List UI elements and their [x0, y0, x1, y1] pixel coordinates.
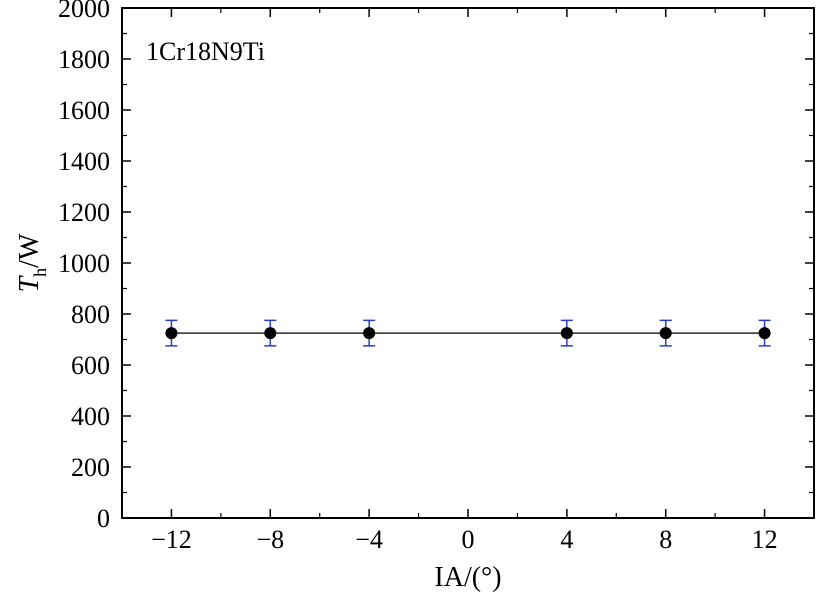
axis-ticks [122, 7, 814, 519]
y-tick-label: 800 [71, 300, 110, 329]
y-axis-title-suffix: /W [14, 233, 45, 268]
data-point [659, 327, 672, 340]
y-tick-label: 1600 [58, 96, 110, 125]
x-tick-label: 0 [462, 525, 475, 554]
x-tick-label: −12 [151, 525, 192, 554]
x-tick-label: 12 [752, 525, 778, 554]
y-tick-label: 2000 [58, 0, 110, 23]
y-tick-label: 1400 [58, 147, 110, 176]
x-tick-label: −8 [256, 525, 284, 554]
x-tick-label: −4 [355, 525, 383, 554]
annotation-label: 1Cr18N9Ti [146, 37, 265, 66]
y-tick-labels: 0 200 400 600 800 1000 1200 1400 1600 1800 2000 [58, 0, 110, 533]
y-axis-title-subscript: h [30, 268, 50, 277]
plot-frame [121, 7, 815, 519]
y-tick-label: 600 [71, 351, 110, 380]
data-point [560, 327, 573, 340]
data-point [264, 327, 277, 340]
y-tick-label: 1800 [58, 45, 110, 74]
data-point [363, 327, 376, 340]
y-tick-label: 200 [71, 453, 110, 482]
y-tick-label: 400 [71, 402, 110, 431]
y-axis-title: Th/W [14, 233, 50, 292]
y-tick-label: 0 [97, 504, 110, 533]
y-tick-label: 1200 [58, 198, 110, 227]
series-group [165, 319, 771, 347]
x-axis-title: IA/(°) [434, 562, 501, 593]
y-tick-label: 1000 [58, 249, 110, 278]
x-tick-labels: −12 −8 −4 0 4 8 12 [151, 525, 777, 554]
y-axis-title-main: T [14, 274, 45, 292]
data-point [758, 327, 771, 340]
x-tick-label: 4 [560, 525, 573, 554]
data-point [165, 327, 178, 340]
x-tick-label: 8 [659, 525, 672, 554]
